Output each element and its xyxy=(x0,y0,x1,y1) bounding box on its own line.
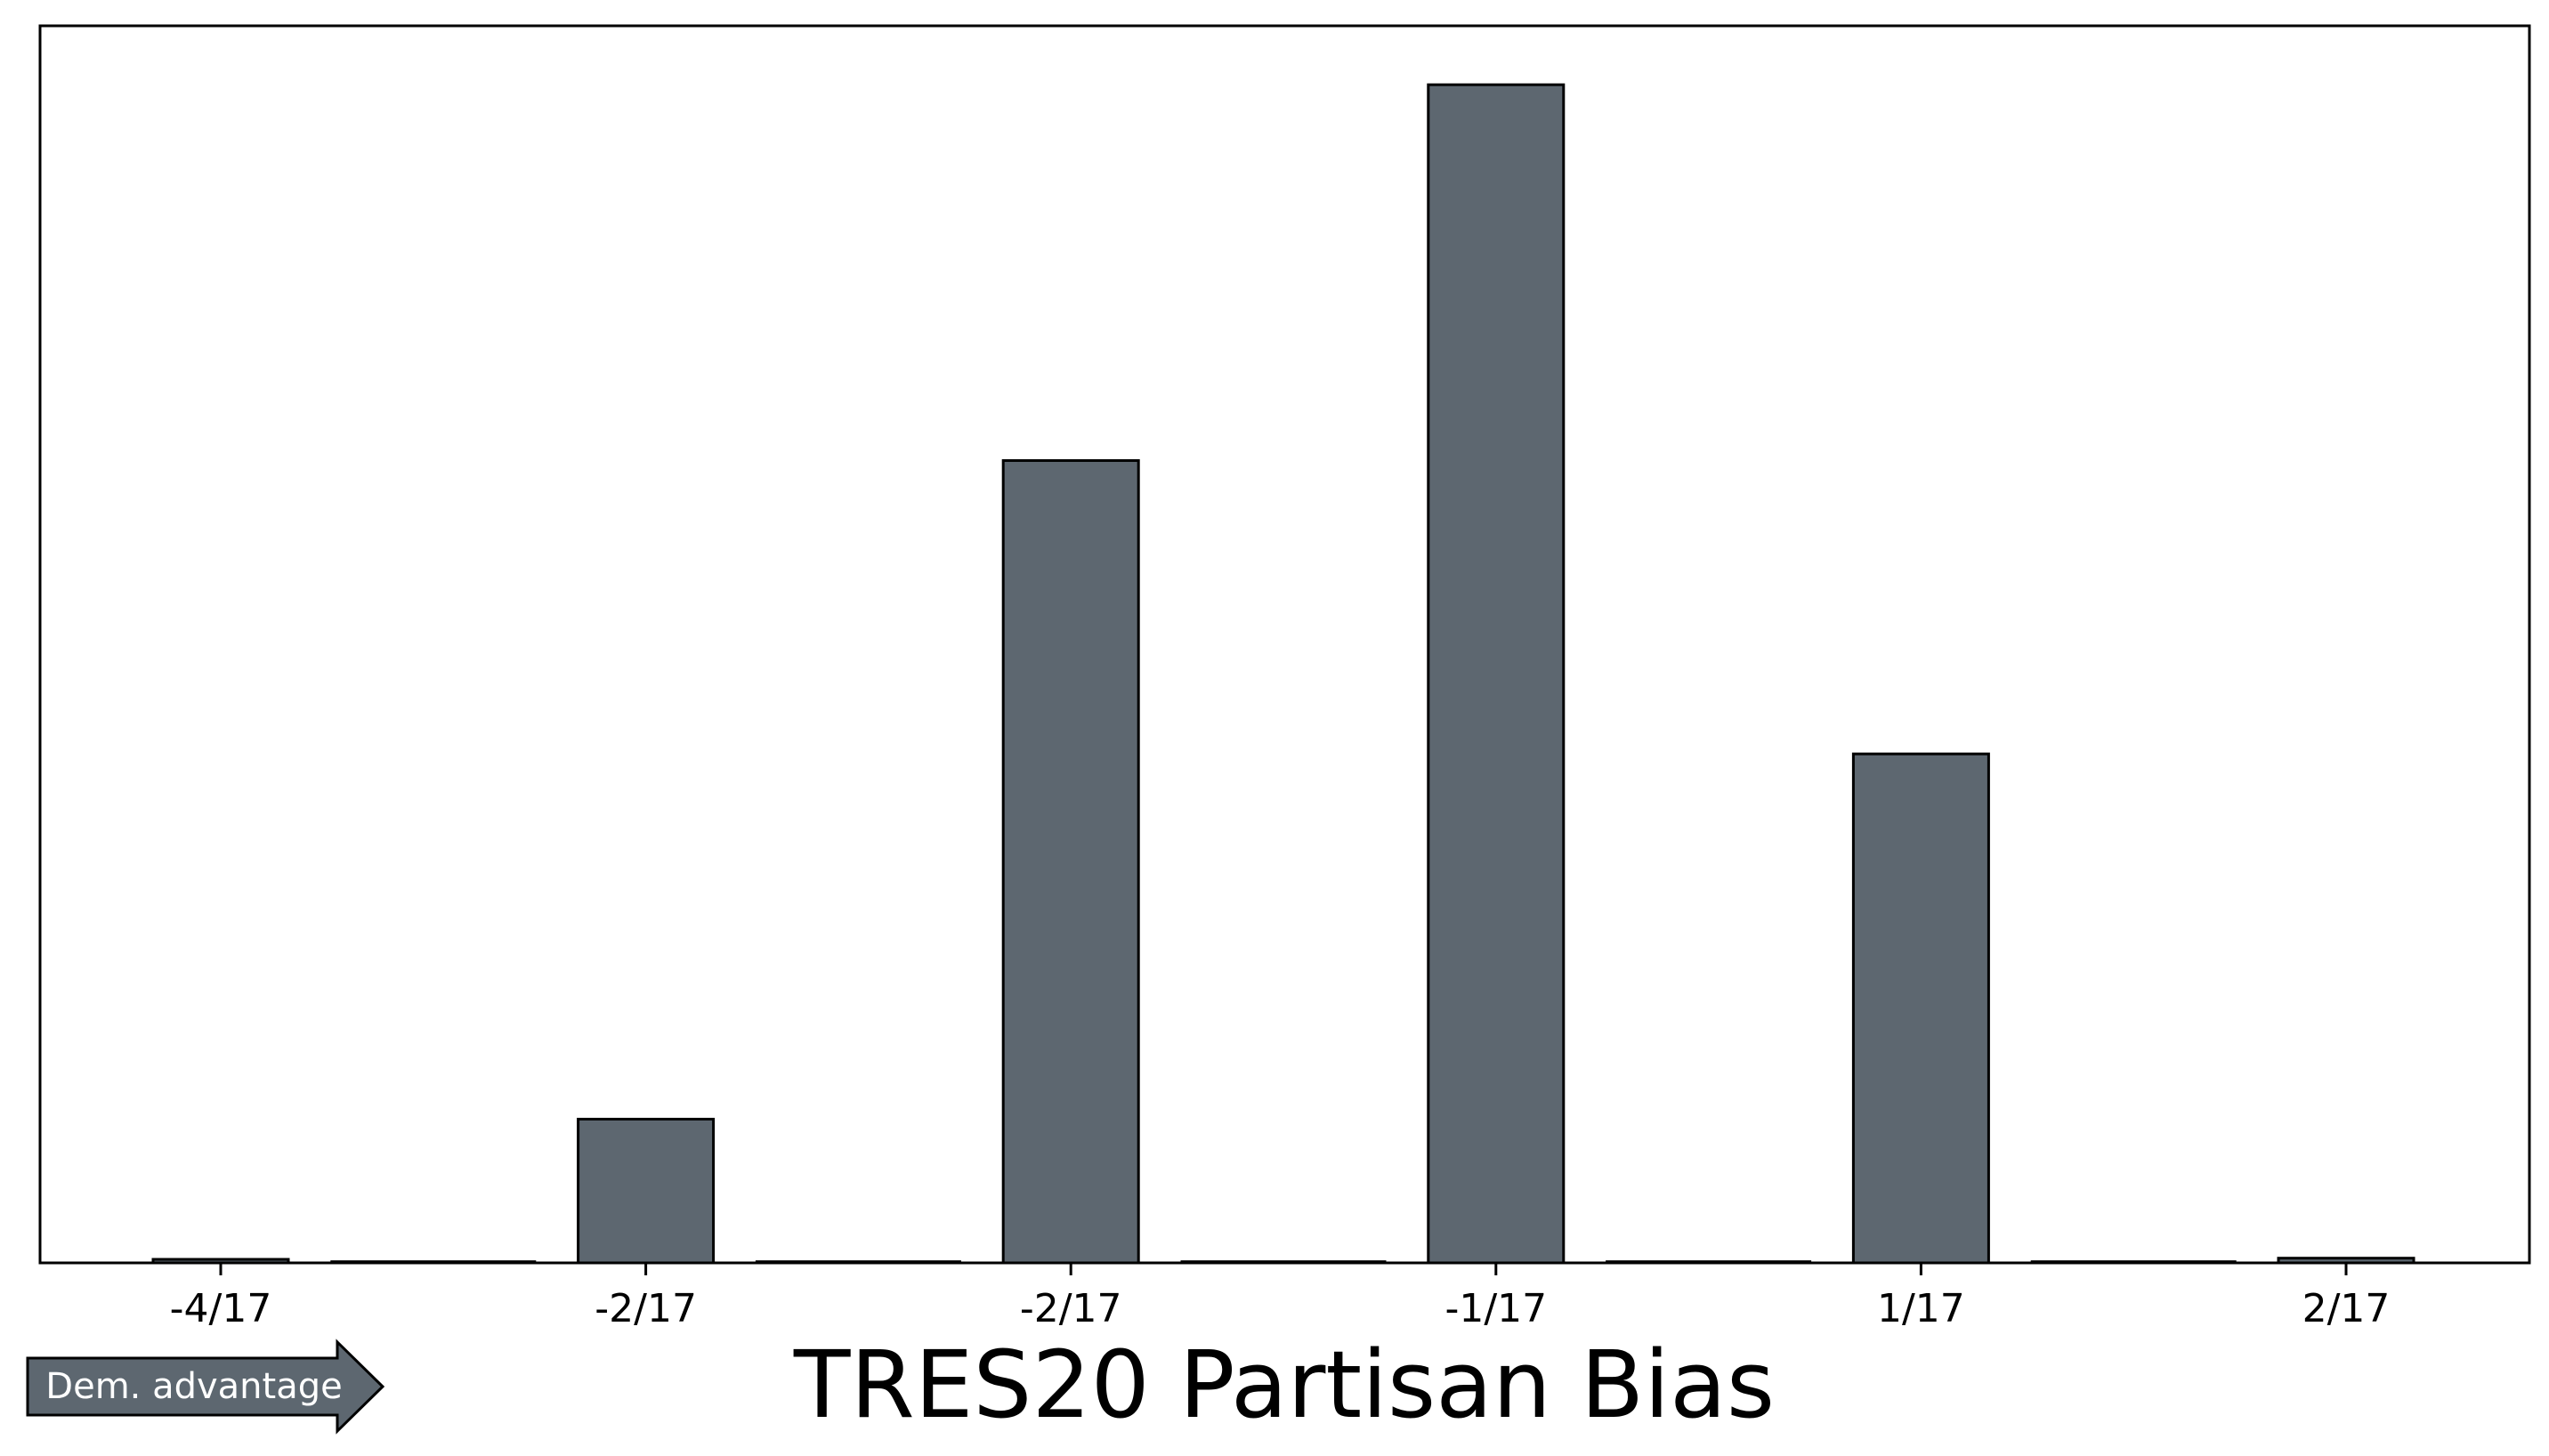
x-axis-label: TRES20 Partisan Bias xyxy=(793,1331,1775,1439)
x-tick-label-1: -2/17 xyxy=(595,1286,697,1331)
x-tick-label-2: -2/17 xyxy=(1020,1286,1122,1331)
arrow-label: Dem. advantage xyxy=(45,1366,342,1407)
bar-8 xyxy=(1851,752,1990,1265)
arrow-shape xyxy=(26,1339,385,1435)
x-ticks-group: -4/17 -2/17 -2/17 -1/17 1/17 2/17 xyxy=(170,1263,2391,1331)
dem-advantage-arrow: Dem. advantage xyxy=(26,1339,385,1435)
x-tick-label-0: -4/17 xyxy=(170,1286,272,1331)
bar-4 xyxy=(1001,458,1140,1265)
x-tick-label-4: 1/17 xyxy=(1877,1286,1965,1331)
bar-6 xyxy=(1427,83,1566,1265)
plot-area xyxy=(40,26,2529,1263)
bar-2 xyxy=(577,1117,716,1265)
plot-frame xyxy=(38,24,2531,1265)
x-tick-label-3: -1/17 xyxy=(1444,1286,1547,1331)
x-tick-label-5: 2/17 xyxy=(2302,1286,2391,1331)
bars-group xyxy=(151,83,2415,1265)
